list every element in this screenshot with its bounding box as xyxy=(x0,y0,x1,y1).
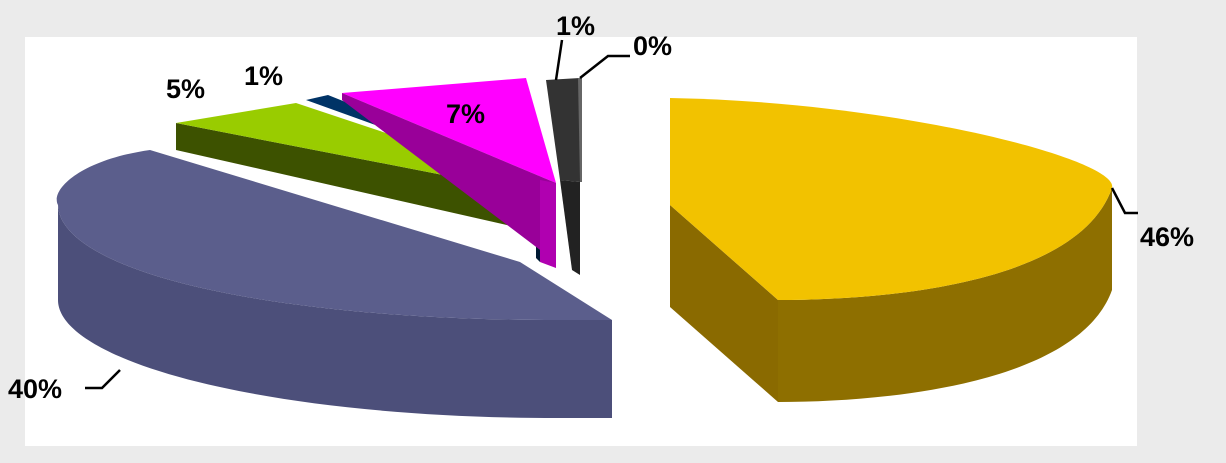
leader-line-0 xyxy=(1110,187,1138,215)
slice-5-top xyxy=(546,78,580,182)
slice-label-2: 5% xyxy=(166,74,205,104)
slice-4-side xyxy=(342,93,556,262)
slice-2-side xyxy=(176,123,520,228)
slice-0-rim xyxy=(778,188,1112,402)
slice-4-front xyxy=(540,180,556,268)
slice-label-1: 40% xyxy=(8,374,62,404)
leader-line-5 xyxy=(554,39,564,81)
slice-group-5 xyxy=(546,78,580,275)
slice-1-top xyxy=(56,150,613,320)
slice-group-1 xyxy=(56,150,613,418)
slice-group-4 xyxy=(342,78,556,268)
slice-label-5: 1% xyxy=(556,11,595,41)
slice-1-rim xyxy=(58,205,612,418)
slice-0-side xyxy=(670,205,778,402)
slice-label-0: 46% xyxy=(1140,222,1194,252)
slice-0-top xyxy=(670,98,1113,300)
slice-label-3: 1% xyxy=(244,61,283,91)
slice-group-0 xyxy=(670,98,1113,402)
slice-5-side xyxy=(560,180,580,275)
slice-label-6: 0% xyxy=(633,31,672,61)
slice-6-top xyxy=(578,78,582,182)
slice-label-4: 7% xyxy=(446,99,485,129)
leader-line-6 xyxy=(579,54,630,79)
slice-4-top xyxy=(342,78,556,183)
leader-line-1 xyxy=(85,369,121,390)
